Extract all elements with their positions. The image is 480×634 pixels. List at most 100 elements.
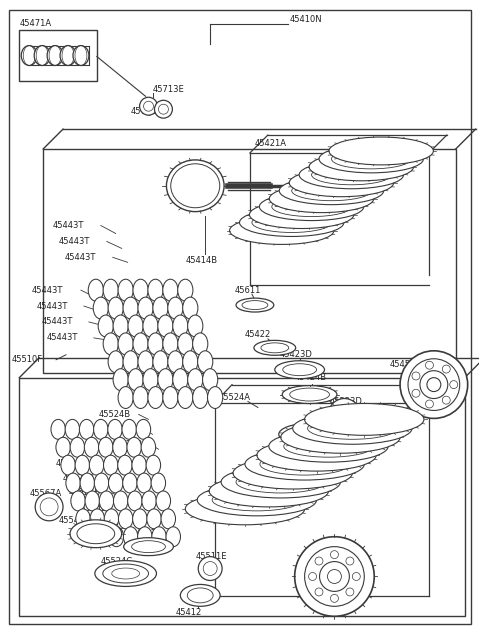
- Ellipse shape: [319, 145, 423, 173]
- Ellipse shape: [104, 455, 118, 475]
- Ellipse shape: [163, 387, 178, 408]
- Ellipse shape: [21, 46, 37, 65]
- Ellipse shape: [229, 217, 334, 245]
- Text: 45514A: 45514A: [314, 547, 347, 556]
- Ellipse shape: [123, 351, 138, 373]
- Ellipse shape: [95, 560, 156, 586]
- Ellipse shape: [76, 509, 90, 529]
- Ellipse shape: [122, 420, 136, 439]
- Ellipse shape: [178, 387, 193, 408]
- Ellipse shape: [138, 351, 153, 373]
- Ellipse shape: [283, 364, 316, 376]
- Ellipse shape: [233, 457, 352, 489]
- Ellipse shape: [103, 333, 119, 355]
- Ellipse shape: [146, 455, 161, 475]
- Ellipse shape: [329, 137, 433, 165]
- Circle shape: [198, 557, 222, 581]
- Text: 45524A: 45524A: [218, 393, 250, 402]
- Ellipse shape: [108, 351, 123, 373]
- Ellipse shape: [254, 340, 296, 355]
- Ellipse shape: [279, 424, 340, 445]
- Ellipse shape: [178, 333, 193, 355]
- Ellipse shape: [75, 455, 90, 475]
- Text: 45443T: 45443T: [41, 318, 72, 327]
- Ellipse shape: [103, 564, 148, 583]
- Ellipse shape: [158, 369, 173, 391]
- Ellipse shape: [178, 279, 193, 301]
- Ellipse shape: [70, 520, 122, 548]
- Text: 45511E: 45511E: [195, 552, 227, 561]
- Ellipse shape: [123, 527, 138, 547]
- Ellipse shape: [123, 473, 137, 493]
- Ellipse shape: [166, 527, 180, 547]
- Circle shape: [320, 562, 349, 592]
- Ellipse shape: [153, 297, 168, 319]
- Text: 45443T: 45443T: [65, 253, 96, 262]
- Ellipse shape: [290, 388, 329, 401]
- Ellipse shape: [133, 387, 148, 408]
- Ellipse shape: [141, 437, 156, 457]
- Ellipse shape: [188, 315, 203, 337]
- Ellipse shape: [269, 184, 374, 212]
- Circle shape: [346, 557, 354, 565]
- Ellipse shape: [257, 439, 376, 471]
- Ellipse shape: [66, 473, 80, 493]
- Ellipse shape: [118, 387, 133, 408]
- Ellipse shape: [119, 509, 133, 529]
- Ellipse shape: [153, 351, 168, 373]
- Ellipse shape: [173, 369, 188, 391]
- Circle shape: [412, 389, 420, 398]
- Ellipse shape: [61, 455, 75, 475]
- Text: 45524B: 45524B: [69, 488, 101, 498]
- Circle shape: [408, 359, 460, 410]
- Ellipse shape: [118, 279, 133, 301]
- Ellipse shape: [133, 333, 148, 355]
- Text: 45524B: 45524B: [56, 458, 88, 468]
- Text: 45524B: 45524B: [111, 440, 143, 449]
- Text: 45523: 45523: [136, 529, 162, 538]
- Ellipse shape: [305, 403, 424, 436]
- Bar: [19, 378, 465, 616]
- Ellipse shape: [147, 509, 161, 529]
- Ellipse shape: [133, 279, 148, 301]
- Text: 45443T: 45443T: [36, 302, 68, 311]
- Ellipse shape: [143, 369, 158, 391]
- Circle shape: [412, 372, 420, 380]
- Ellipse shape: [71, 491, 85, 511]
- Text: 45542D: 45542D: [59, 516, 92, 526]
- Ellipse shape: [104, 509, 119, 529]
- Ellipse shape: [281, 422, 400, 453]
- Text: 45422: 45422: [245, 330, 271, 339]
- Ellipse shape: [93, 297, 108, 319]
- Ellipse shape: [180, 585, 220, 606]
- Text: 45524B: 45524B: [76, 505, 108, 514]
- Ellipse shape: [152, 527, 166, 547]
- Ellipse shape: [212, 489, 301, 511]
- Ellipse shape: [242, 301, 268, 309]
- Text: 45443T: 45443T: [46, 333, 77, 342]
- Ellipse shape: [299, 161, 404, 189]
- Circle shape: [425, 400, 433, 408]
- Ellipse shape: [156, 491, 170, 511]
- Ellipse shape: [259, 193, 364, 221]
- Ellipse shape: [80, 473, 95, 493]
- Ellipse shape: [142, 491, 156, 511]
- Ellipse shape: [124, 538, 173, 555]
- Text: 45611: 45611: [235, 286, 262, 295]
- Circle shape: [420, 371, 448, 399]
- Ellipse shape: [272, 197, 351, 217]
- Ellipse shape: [161, 509, 176, 529]
- Ellipse shape: [188, 369, 203, 391]
- Ellipse shape: [240, 209, 344, 236]
- Ellipse shape: [250, 201, 354, 228]
- Ellipse shape: [252, 212, 332, 233]
- Ellipse shape: [163, 333, 178, 355]
- Text: 45442F: 45442F: [295, 442, 326, 451]
- Ellipse shape: [168, 351, 183, 373]
- Ellipse shape: [95, 527, 109, 547]
- Ellipse shape: [103, 279, 119, 301]
- Circle shape: [155, 100, 172, 118]
- Circle shape: [450, 380, 458, 389]
- Text: 45524C: 45524C: [101, 557, 133, 566]
- Ellipse shape: [118, 455, 132, 475]
